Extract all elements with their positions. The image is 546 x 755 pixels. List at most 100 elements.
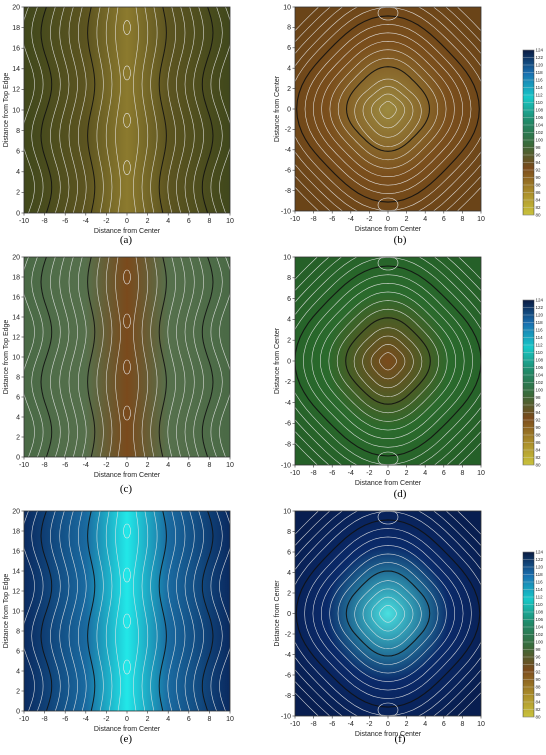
colorbar-tick-label: 102 <box>536 632 544 637</box>
contour-field <box>295 7 481 211</box>
y-tick-label: -4 <box>285 652 291 659</box>
colorbar-tick-label: 110 <box>536 350 544 355</box>
x-tick-label: -10 <box>290 470 300 477</box>
colorbar-2: 80 82 84 86 88 90 92 94 96 98 100 102 104 106 108 110 11… <box>522 298 544 468</box>
x-axis-label: Distance from Center <box>355 480 422 487</box>
colorbar-tick-label: 118 <box>536 320 544 325</box>
y-tick-label: 20 <box>12 4 20 11</box>
x-tick-label: -4 <box>83 462 89 469</box>
y-axis-label: Distance from Top Edge <box>3 73 10 148</box>
x-tick-label: -2 <box>103 218 109 225</box>
y-tick-label: 12 <box>12 334 20 341</box>
y-tick-label: 2 <box>287 590 291 597</box>
contour-lines <box>24 257 230 457</box>
y-tick-label: 12 <box>12 588 20 595</box>
y-tick-label: -4 <box>285 147 291 154</box>
x-tick-label: 6 <box>442 470 446 477</box>
x-tick-label: 8 <box>460 216 464 223</box>
x-tick-label: 10 <box>226 218 234 225</box>
y-tick-label: 20 <box>12 508 20 515</box>
colorbar-tick-label: 124 <box>536 550 544 555</box>
x-tick-label: -6 <box>62 218 68 225</box>
colorbar-tick-label: 88 <box>536 183 542 188</box>
y-tick-label: 6 <box>287 45 291 52</box>
y-tick-label: 16 <box>12 548 20 555</box>
y-tick-label: 0 <box>287 611 291 618</box>
x-tick-label: -2 <box>103 462 109 469</box>
y-tick-label: 8 <box>16 374 20 381</box>
panel-label: (c) <box>120 483 133 495</box>
y-tick-label: -10 <box>281 208 291 215</box>
x-tick-label: 2 <box>405 721 409 728</box>
contour-lines <box>24 511 230 711</box>
y-tick-label: -8 <box>285 693 291 700</box>
x-tick-label: -4 <box>348 470 354 477</box>
x-tick-label: 4 <box>166 462 170 469</box>
x-tick-label: -2 <box>103 716 109 723</box>
y-axis-label: Distance from Center <box>274 75 281 142</box>
colorbar-tick-label: 100 <box>536 640 544 645</box>
y-tick-label: 6 <box>287 549 291 556</box>
panel-label: (a) <box>120 234 133 246</box>
panel-label: (b) <box>394 234 407 246</box>
colorbar-tick-label: 116 <box>536 580 544 585</box>
contour-panel-1: -10 -8 -6 -4 -2 0 2 4 6 8 10 0 2 4 6 8 10 12 14 16 18 20 Dista… <box>3 4 234 246</box>
colorbar-tick-label: 120 <box>536 565 544 570</box>
y-tick-label: 2 <box>16 434 20 441</box>
x-tick-label: -8 <box>310 216 316 223</box>
y-tick-label: 0 <box>16 708 20 715</box>
y-tick-label: 8 <box>287 275 291 282</box>
colorbar-tick-label: 88 <box>536 433 542 438</box>
y-tick-label: -8 <box>285 188 291 195</box>
colorbar-tick-label: 92 <box>536 670 542 675</box>
x-tick-label: -6 <box>329 721 335 728</box>
x-tick-label: 0 <box>125 716 129 723</box>
colorbar-tick-label: 94 <box>536 160 542 165</box>
y-axis-label: Distance from Center <box>274 580 281 647</box>
y-tick-label: 4 <box>16 668 20 675</box>
y-tick-label: -4 <box>285 400 291 407</box>
y-tick-label: 6 <box>16 394 20 401</box>
x-tick-label: 6 <box>187 716 191 723</box>
contour-panel-5: -10 -8 -6 -4 -2 0 2 4 6 8 10 0 2 4 6 8 10 12 14 16 18 20 Dista… <box>3 508 234 745</box>
x-tick-label: -4 <box>83 716 89 723</box>
x-tick-label: -10 <box>290 216 300 223</box>
x-tick-label: 10 <box>477 216 485 223</box>
colorbar-tick-label: 98 <box>536 647 542 652</box>
colorbar-tick-label: 110 <box>536 602 544 607</box>
colorbar-tick-label: 102 <box>536 380 544 385</box>
y-tick-label: 2 <box>16 190 20 197</box>
x-axis-label: Distance from Center <box>355 226 422 233</box>
x-tick-label: 0 <box>386 216 390 223</box>
colorbar-tick-label: 84 <box>536 700 542 705</box>
x-tick-label: -8 <box>41 462 47 469</box>
colorbar-tick-label: 118 <box>536 572 544 577</box>
y-tick-label: 8 <box>287 25 291 32</box>
colorbar-tick-label: 112 <box>536 595 544 600</box>
y-tick-label: 18 <box>12 274 20 281</box>
contour-lines <box>295 257 481 465</box>
y-tick-label: 14 <box>12 568 20 575</box>
y-tick-label: 18 <box>12 528 20 535</box>
x-tick-label: -10 <box>19 716 29 723</box>
x-tick-label: -6 <box>329 216 335 223</box>
x-axis-label: Distance from Center <box>355 731 422 738</box>
y-tick-label: 14 <box>12 66 20 73</box>
colorbar-tick-label: 112 <box>536 93 544 98</box>
colorbar-tick-label: 100 <box>536 388 544 393</box>
contour-panel-3: -10 -8 -6 -4 -2 0 2 4 6 8 10 0 2 4 6 8 10 12 14 16 18 20 Dista… <box>3 254 234 495</box>
x-tick-label: -8 <box>41 218 47 225</box>
y-axis-label: Distance from Top Edge <box>3 320 10 395</box>
x-tick-label: 10 <box>226 716 234 723</box>
x-tick-label: -10 <box>19 218 29 225</box>
x-tick-label: 10 <box>477 470 485 477</box>
x-tick-label: 2 <box>405 470 409 477</box>
colorbar-tick-label: 122 <box>536 55 544 60</box>
y-axis-label: Distance from Center <box>274 327 281 394</box>
contour-field <box>295 511 481 716</box>
colorbar-tick-label: 96 <box>536 403 542 408</box>
y-tick-label: 4 <box>16 169 20 176</box>
y-tick-label: -2 <box>285 127 291 134</box>
y-tick-label: -10 <box>281 462 291 469</box>
colorbar-tick-label: 80 <box>536 715 542 720</box>
